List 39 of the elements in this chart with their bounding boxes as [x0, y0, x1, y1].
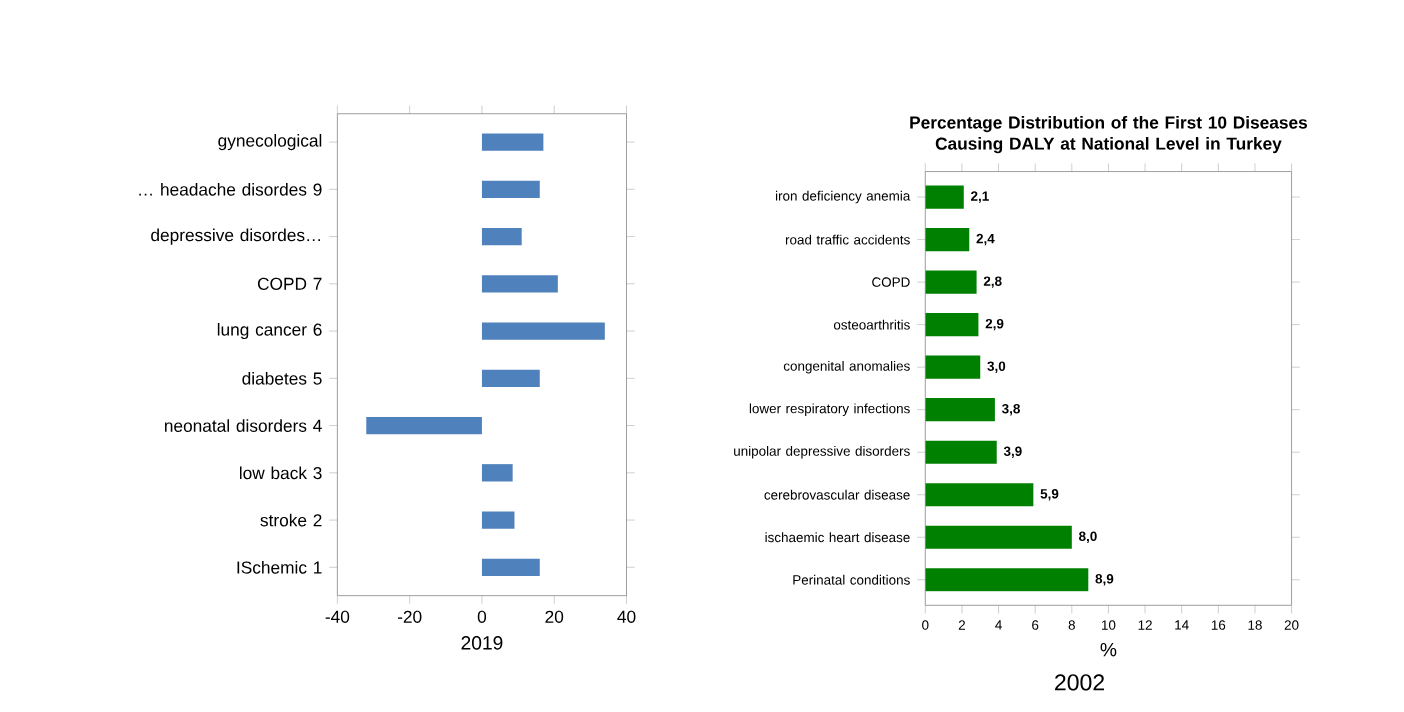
x-axis-title: %: [1100, 643, 1117, 657]
bar: [925, 526, 1072, 550]
y-tick-label: diabetes 5: [242, 372, 322, 386]
bar: [481, 181, 540, 199]
y-tick-label: ISchemic 1: [237, 561, 322, 575]
bar: [925, 440, 997, 465]
y-tick-label: lung cancer 6: [217, 323, 322, 340]
bar: [925, 228, 970, 252]
bar: [925, 398, 995, 422]
bar: [481, 322, 605, 341]
bar: [925, 568, 1089, 592]
bar: [481, 369, 540, 388]
bar: [925, 483, 1034, 507]
bar: [925, 313, 979, 337]
x-tick-label: 0: [477, 610, 487, 624]
bar: [481, 464, 513, 482]
y-tick-label: neonatal disorders 4: [164, 419, 322, 433]
bar: [481, 558, 540, 577]
bar: [481, 228, 522, 246]
y-tick-label: depressive disordes…: [151, 228, 320, 245]
x-axis-title: 2019: [461, 636, 503, 650]
x-tick-label: 20: [545, 610, 564, 624]
chart-title: Percentage Distribution of the First 10 Diseases Causing DALY at National Level in Turkey: [910, 116, 1308, 154]
bar: [925, 185, 964, 209]
x-tick-label: -20: [397, 610, 422, 624]
x-tick-label: 40: [617, 610, 636, 624]
x-tick-label: -40: [325, 610, 350, 624]
bar: [481, 511, 515, 530]
bar: [366, 417, 482, 435]
bar: [481, 133, 544, 152]
bar: [481, 275, 558, 293]
bar: [925, 355, 981, 380]
y-tick-label: COPD 7: [257, 278, 322, 291]
text: 2002: [1055, 674, 1104, 691]
bar: [925, 270, 977, 295]
y-tick-label: gynecological: [218, 134, 322, 151]
y-tick-label: stroke 2: [260, 514, 322, 527]
y-tick-label: low back 3: [239, 466, 322, 480]
y-tick-label: … headache disordes 9: [139, 183, 322, 197]
